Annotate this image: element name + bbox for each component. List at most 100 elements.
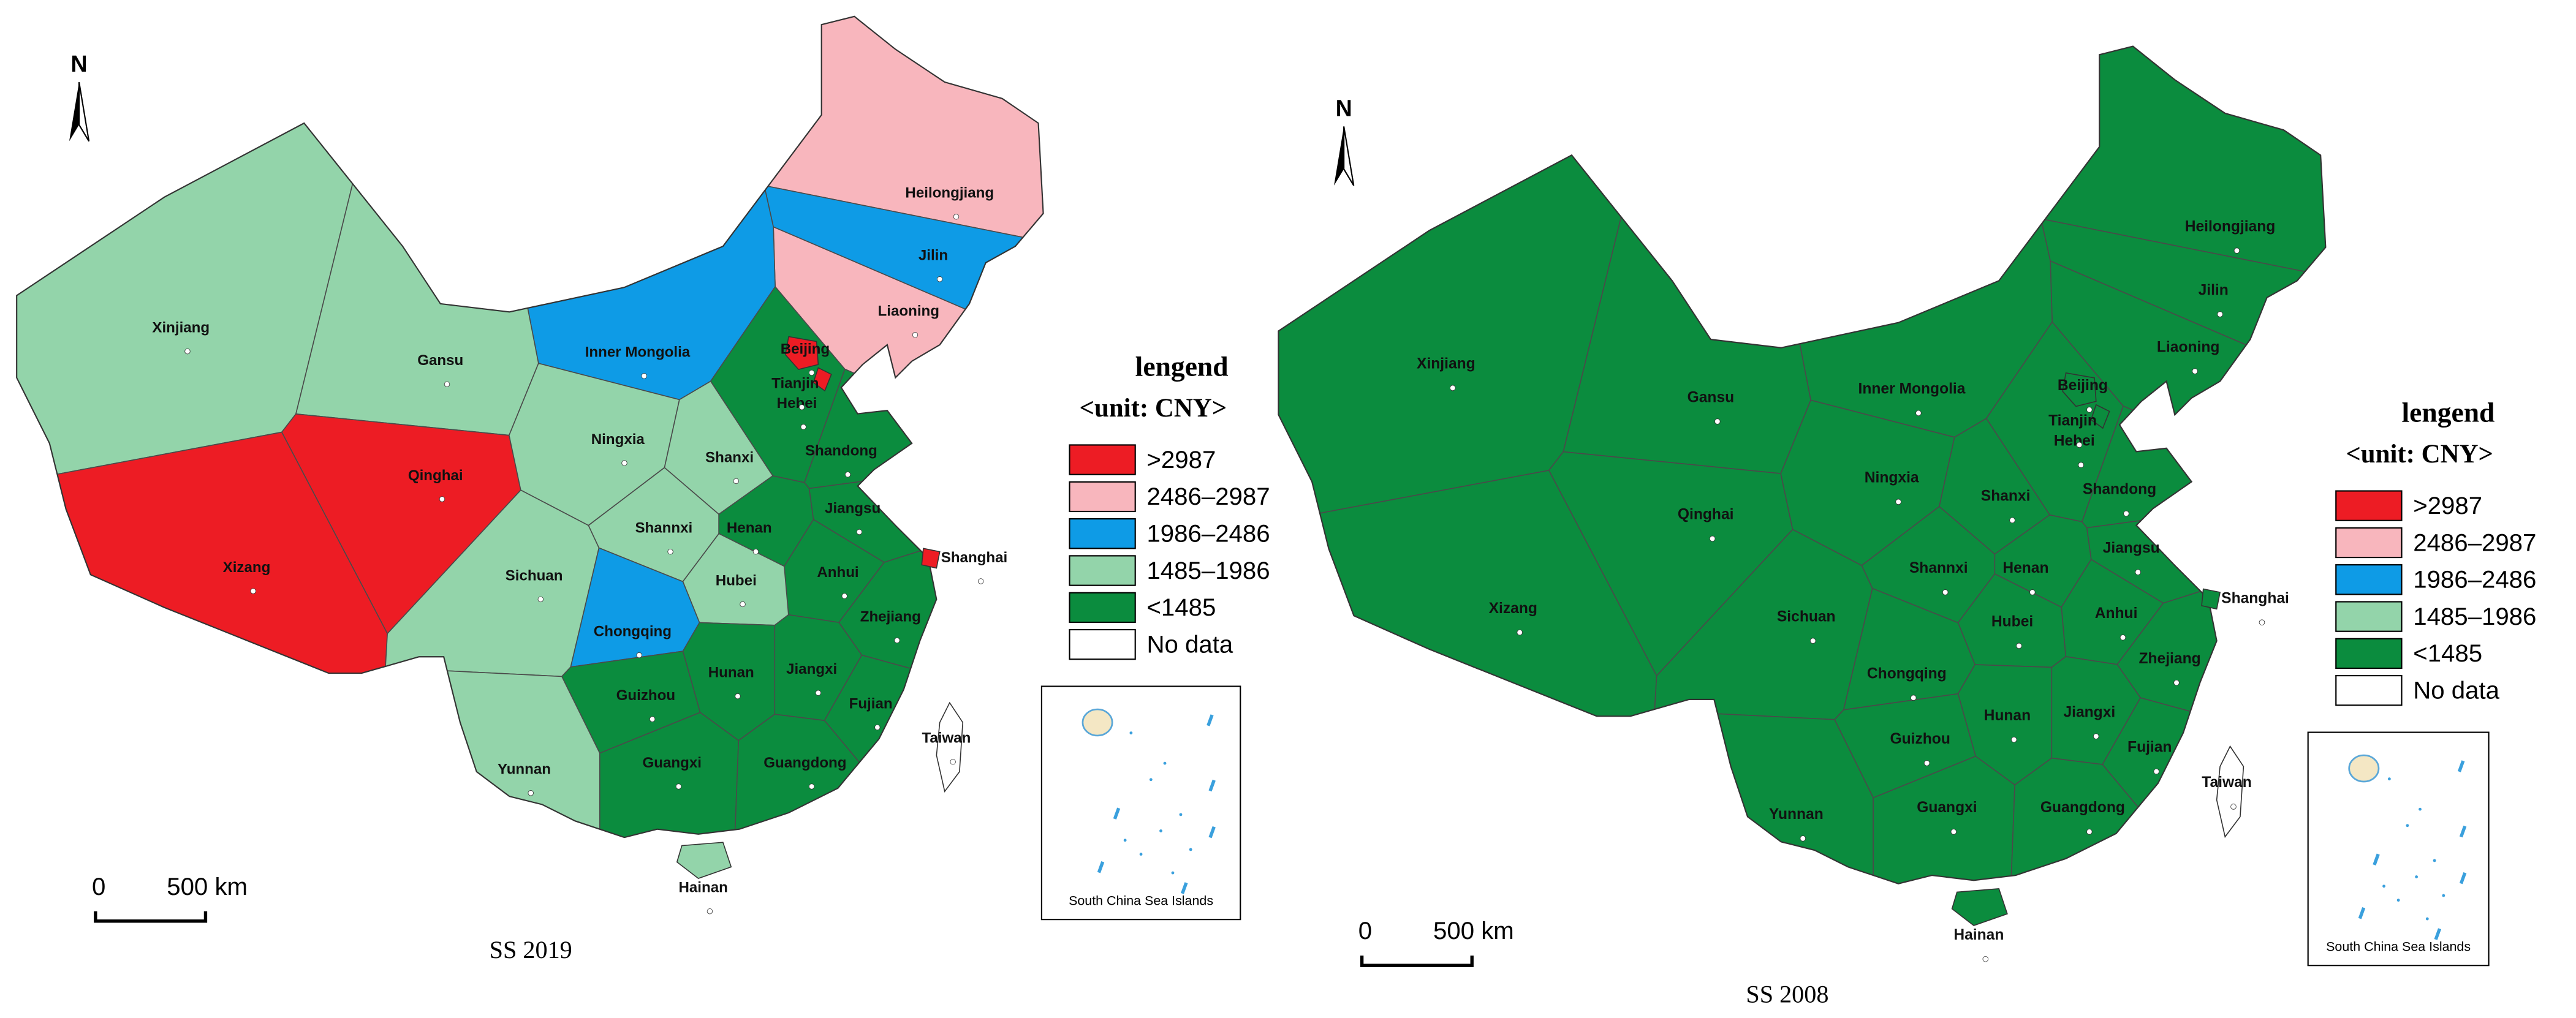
province-label: Anhui bbox=[2095, 605, 2138, 622]
capital-dot bbox=[184, 348, 191, 355]
province-label: Guangxi bbox=[643, 755, 702, 771]
province-label: Shanghai bbox=[941, 549, 1008, 566]
inset-dash bbox=[2459, 825, 2467, 838]
capital-dot bbox=[800, 424, 806, 430]
capital-dot bbox=[808, 783, 815, 790]
province-label: Shandong bbox=[805, 443, 877, 459]
province bbox=[218, 667, 600, 838]
capital-dot bbox=[1809, 638, 1816, 644]
province-label: Yunnan bbox=[498, 761, 551, 778]
province-label: Heilongjiang bbox=[2185, 218, 2276, 235]
legend-unit: <unit: CNY> bbox=[2346, 440, 2493, 469]
province-label: Jiangxi bbox=[786, 661, 837, 677]
inset-dash bbox=[2459, 872, 2467, 884]
capital-dot bbox=[1800, 835, 1806, 842]
province-label: Gansu bbox=[1688, 389, 1735, 405]
province bbox=[936, 701, 964, 793]
map-caption: SS 2019 bbox=[490, 936, 572, 963]
capital-dot bbox=[856, 529, 863, 535]
capital-dot bbox=[675, 783, 682, 790]
province-label: Yunnan bbox=[1769, 806, 1824, 823]
province-label: Hebei bbox=[2054, 432, 2095, 449]
province-label: Anhui bbox=[817, 564, 858, 581]
capital-dot bbox=[2120, 635, 2126, 641]
capital-dot bbox=[894, 637, 900, 644]
scale-bar bbox=[94, 911, 208, 923]
province-label: Guizhou bbox=[616, 687, 675, 704]
capital-dot bbox=[815, 690, 822, 696]
capital-dot bbox=[953, 214, 960, 220]
capital-dot bbox=[1942, 589, 1949, 595]
province-label: Hubei bbox=[1991, 614, 2033, 630]
capital-dot bbox=[841, 593, 847, 599]
legend-title: lengend bbox=[2401, 397, 2495, 428]
legend-swatch bbox=[2335, 601, 2403, 632]
province-label: Guangdong bbox=[2040, 799, 2125, 816]
capital-dot bbox=[2009, 517, 2015, 524]
legend-swatch bbox=[1069, 481, 1136, 513]
legend-label: <1485 bbox=[2413, 639, 2482, 667]
province-label: Jiangxi bbox=[2063, 704, 2115, 720]
capital-dot bbox=[2259, 619, 2265, 625]
province bbox=[803, 368, 1044, 489]
north-arrow bbox=[1343, 126, 1355, 186]
province-label: Shandong bbox=[2083, 481, 2156, 498]
capital-dot bbox=[2230, 804, 2237, 810]
legend-swatch bbox=[1069, 628, 1136, 660]
capital-dot bbox=[649, 716, 656, 722]
capital-dot bbox=[537, 596, 544, 603]
capital-dot bbox=[1709, 535, 1716, 542]
legend-label: 2486–2987 bbox=[2413, 529, 2536, 556]
legend-swatch bbox=[2335, 527, 2403, 559]
legend-swatch bbox=[2335, 675, 2403, 706]
capital-dot bbox=[844, 472, 851, 478]
province-label: Liaoning bbox=[878, 303, 939, 320]
province-label: Chongqing bbox=[594, 623, 672, 639]
inset-island bbox=[1082, 708, 1113, 737]
inset-dot bbox=[2425, 917, 2429, 921]
capital-dot bbox=[1714, 418, 1721, 424]
china-map: Heilongjiang Jilin Liaoning Inner Mongolia H… bbox=[16, 15, 1044, 914]
legend-swatch bbox=[1069, 444, 1136, 475]
province-label: Inner Mongolia bbox=[585, 344, 691, 361]
inset-dot bbox=[1149, 778, 1153, 782]
capital-dot bbox=[752, 549, 759, 555]
legend-swatch bbox=[1069, 555, 1136, 586]
legend-label: 1485–1986 bbox=[1146, 557, 1270, 584]
capital-dot bbox=[912, 332, 919, 338]
province bbox=[2216, 745, 2245, 839]
capital-dot bbox=[439, 496, 445, 502]
province-label: Qinghai bbox=[1678, 507, 1734, 523]
scale-bar bbox=[1360, 956, 1474, 967]
inset-dash bbox=[2373, 853, 2380, 865]
inset-dash bbox=[2457, 760, 2465, 772]
capital-dot bbox=[621, 460, 627, 466]
china-map: Heilongjiang Jilin Liaoning Inner Mongolia H… bbox=[1278, 45, 2327, 962]
province-label: Hainan bbox=[1953, 927, 2004, 943]
province-label: Jilin bbox=[919, 247, 948, 264]
inset-dash bbox=[1208, 826, 1216, 839]
province-label: Zhejiang bbox=[860, 608, 921, 625]
inset: South China Sea Islands bbox=[1040, 685, 1241, 921]
legend-label: >2987 bbox=[1146, 446, 1216, 473]
inset-dash bbox=[1181, 882, 1188, 894]
province-label: Liaoning bbox=[2157, 339, 2219, 355]
province bbox=[2201, 588, 2221, 610]
province-label: Xizang bbox=[1489, 600, 1537, 617]
province-label: Shannxi bbox=[635, 520, 692, 537]
province-label: Heilongjiang bbox=[905, 185, 994, 202]
inset-dot bbox=[1171, 871, 1175, 875]
inset-dash bbox=[1208, 779, 1216, 792]
legend-label: >2987 bbox=[2413, 492, 2482, 519]
capital-dot bbox=[978, 578, 984, 584]
inset-dot bbox=[2433, 859, 2436, 862]
province-label: Ningxia bbox=[1865, 470, 1919, 486]
north-arrow bbox=[69, 82, 80, 141]
capital-dot bbox=[2076, 442, 2083, 448]
capital-dot bbox=[740, 601, 746, 608]
capital-dot bbox=[874, 724, 881, 731]
capital-dot bbox=[2123, 510, 2129, 517]
inset-label: South China Sea Islands bbox=[2326, 939, 2471, 954]
province bbox=[676, 842, 732, 880]
